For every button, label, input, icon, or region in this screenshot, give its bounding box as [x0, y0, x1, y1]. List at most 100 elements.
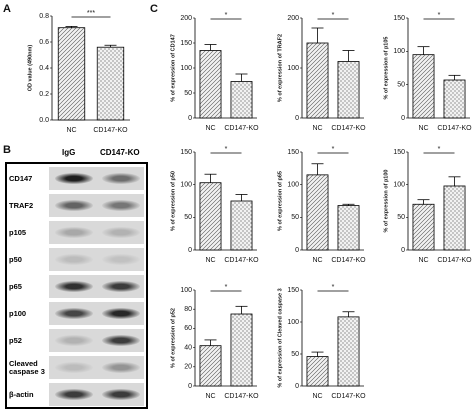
blot-band [102, 199, 141, 212]
bar [337, 316, 360, 387]
blot-strip [49, 167, 144, 190]
blot-row: TRAF2 [7, 192, 146, 219]
y-tick-label: 150 [180, 40, 192, 47]
y-tick-label: 100 [180, 287, 192, 294]
y-tick-label: 50 [291, 351, 299, 358]
blot-band [54, 253, 93, 266]
y-tick-label: 50 [184, 214, 192, 221]
y-tick-label: 0.8 [39, 13, 49, 20]
row-label: Cleaved caspase 3 [9, 358, 45, 376]
y-tick-label: 0 [295, 247, 299, 254]
blot-strip [49, 221, 144, 244]
bar [230, 313, 253, 387]
lane-label: IgG [62, 148, 76, 157]
blot-band [102, 361, 141, 374]
y-axis-label: % of expression of p52 [170, 308, 176, 368]
bar [337, 61, 360, 119]
y-tick-label: 200 [180, 15, 192, 22]
panel-label: A [3, 3, 11, 15]
significance-label: * [332, 12, 335, 19]
y-tick-label: 100 [287, 182, 299, 189]
x-tick-label: NC [312, 257, 322, 264]
y-tick-label: 0 [188, 247, 192, 254]
blot-band [54, 199, 93, 212]
blot-row: p65 [7, 273, 146, 300]
western-blot: CD147 TRAF2 p105 p50 p65 p100 p52 Cleaved caspa… [5, 162, 148, 409]
bar [306, 42, 329, 119]
y-tick-label: 0 [295, 383, 299, 390]
blot-row: p52 [7, 327, 146, 354]
y-tick-label: 100 [287, 319, 299, 326]
y-tick-label: 100 [180, 182, 192, 189]
y-tick-label: 150 [287, 149, 299, 156]
blot-band [54, 334, 93, 347]
y-tick-label: 150 [393, 149, 405, 156]
blot-band [102, 307, 141, 320]
y-tick-label: 0 [188, 383, 192, 390]
x-tick-label: CD147-KO [437, 125, 472, 132]
bar [199, 182, 222, 251]
bar [199, 345, 222, 387]
y-tick-label: 0 [295, 115, 299, 122]
x-tick-label: CD147-KO [224, 125, 259, 132]
y-tick-label: 40 [184, 344, 192, 351]
y-tick-label: 50 [397, 214, 405, 221]
y-tick-label: 60 [184, 325, 192, 332]
y-tick-label: 80 [184, 306, 192, 313]
blot-band [102, 388, 141, 401]
x-tick-label: CD147-KO [331, 393, 366, 400]
row-label: p65 [9, 281, 22, 291]
blot-band [54, 388, 93, 401]
y-axis-label: % of expression of CD147 [170, 34, 176, 102]
y-axis-label: % of expression of Cleaved caspase 3 [277, 288, 283, 387]
panel-label: C [150, 3, 158, 15]
y-tick-label: 0.6 [39, 39, 49, 46]
y-tick-label: 100 [393, 48, 405, 55]
y-tick-label: 200 [287, 15, 299, 22]
y-tick-label: 0.2 [39, 91, 49, 98]
blot-strip [49, 248, 144, 271]
blot-strip [49, 275, 144, 298]
significance-label: * [332, 284, 335, 291]
significance-label: * [225, 284, 228, 291]
y-tick-label: 150 [287, 287, 299, 294]
blot-strip [49, 356, 144, 379]
x-tick-label: CD147-KO [224, 257, 259, 264]
bar [412, 203, 435, 251]
x-tick-label: CD147-KO [437, 257, 472, 264]
y-axis-label: % of expression of p65 [277, 171, 283, 231]
lane-label: CD147-KO [100, 148, 140, 157]
blot-band [54, 226, 93, 239]
bar [443, 185, 466, 251]
x-tick-label: NC [205, 125, 215, 132]
bar [230, 81, 253, 119]
y-axis-label: % of expression of p50 [170, 171, 176, 231]
y-tick-label: 0 [401, 247, 405, 254]
blot-band [102, 253, 141, 266]
y-tick-label: 100 [287, 65, 299, 72]
blot-row: p100 [7, 300, 146, 327]
significance-label: * [225, 12, 228, 19]
row-label: p105 [9, 227, 27, 237]
blot-band [54, 280, 93, 293]
y-tick-label: 0 [401, 115, 405, 122]
blot-strip [49, 302, 144, 325]
y-axis-label: OD value (490nm) [27, 45, 33, 92]
bar [337, 205, 360, 251]
bar [306, 356, 329, 387]
blot-strip [49, 194, 144, 217]
y-tick-label: 150 [180, 149, 192, 156]
blot-band [102, 172, 141, 185]
x-tick-label: NC [66, 127, 76, 134]
row-label: p50 [9, 254, 22, 264]
significance-label: * [438, 146, 441, 153]
y-tick-label: 0.0 [39, 117, 49, 124]
row-label: p52 [9, 335, 22, 345]
y-tick-label: 100 [180, 65, 192, 72]
y-axis-label: % of expression of TRAF2 [277, 34, 283, 102]
blot-band [54, 307, 93, 320]
y-tick-label: 100 [393, 182, 405, 189]
y-tick-label: 0.4 [39, 65, 49, 72]
